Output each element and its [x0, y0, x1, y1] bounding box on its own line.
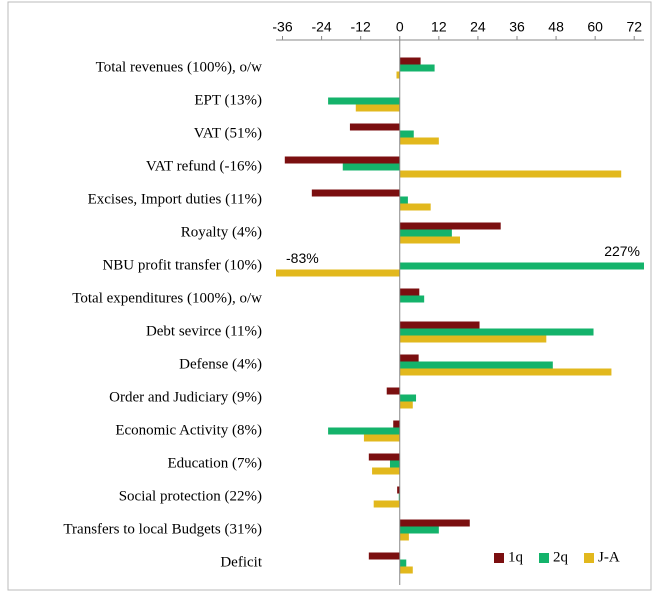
- bar: [372, 467, 400, 475]
- bar: [399, 57, 421, 65]
- x-tick-label: 0: [396, 19, 404, 35]
- legend-label: J-A: [598, 549, 620, 565]
- y-tick-label: Total expenditures (100%), o/w: [72, 290, 262, 306]
- bar: [355, 104, 400, 112]
- bar: [399, 130, 414, 138]
- legend-label: 1q: [508, 549, 524, 565]
- bar: [399, 401, 413, 409]
- bar: [389, 460, 400, 468]
- bar: [399, 262, 644, 270]
- bar: [399, 236, 460, 244]
- y-tick-label: Defense (4%): [179, 356, 262, 372]
- x-tick-label: 72: [626, 19, 642, 35]
- bar: [363, 434, 400, 442]
- y-tick-label: Debt sevirce (11%): [146, 323, 262, 339]
- bar: [399, 526, 439, 534]
- x-tick-label: 12: [431, 19, 447, 35]
- bar: [399, 222, 501, 230]
- chart-frame: [7, 1, 652, 591]
- bar: [396, 71, 400, 79]
- bar: [368, 552, 400, 560]
- bar: [399, 203, 431, 211]
- bar: [399, 335, 547, 343]
- bar: [373, 500, 400, 508]
- bar: [399, 137, 439, 145]
- data-label: 227%: [604, 243, 640, 259]
- bar: [397, 486, 400, 494]
- bar: [399, 368, 612, 376]
- legend-swatch: [539, 553, 549, 563]
- bar: [399, 64, 435, 72]
- bar: [399, 295, 425, 303]
- y-tick-label: Royalty (4%): [181, 224, 262, 240]
- bar: [399, 361, 553, 369]
- x-tick-label: -12: [351, 19, 371, 35]
- y-tick-label: Order and Judiciary (9%): [109, 389, 262, 405]
- bar: [399, 533, 409, 541]
- bar: [311, 189, 400, 197]
- bar: [276, 269, 400, 277]
- y-tick-label: Transfers to local Budgets (31%): [63, 521, 262, 537]
- x-tick-label: 36: [509, 19, 525, 35]
- y-tick-label: Deficit: [220, 554, 262, 570]
- bar: [399, 566, 413, 574]
- bar: [368, 453, 400, 461]
- y-tick-label: Economic Activity (8%): [115, 422, 262, 438]
- x-tick-label: 48: [548, 19, 564, 35]
- x-tick-label: -36: [272, 19, 292, 35]
- y-tick-label: NBU profit transfer (10%): [102, 257, 262, 273]
- bar: [399, 170, 622, 178]
- bar: [393, 420, 400, 428]
- bar: [399, 354, 419, 362]
- bar: [399, 321, 480, 329]
- bar: [399, 288, 420, 296]
- bar: [328, 427, 400, 435]
- bar: [399, 394, 417, 402]
- bar: [399, 519, 470, 527]
- bar: [399, 328, 594, 336]
- bar: [399, 559, 407, 567]
- bar: [349, 123, 400, 131]
- plot: [276, 57, 644, 574]
- x-tick-label: 60: [587, 19, 603, 35]
- x-tick-label: 24: [470, 19, 486, 35]
- data-label: -83%: [286, 250, 319, 266]
- bar: [399, 196, 408, 204]
- bar: [328, 97, 400, 105]
- y-tick-label: Excises, Import duties (11%): [88, 191, 262, 207]
- y-tick-label: EPT (13%): [194, 92, 262, 108]
- y-tick-label: Education (7%): [167, 455, 262, 471]
- bar: [386, 387, 400, 395]
- y-tick-label: VAT (51%): [194, 125, 262, 141]
- y-tick-label: Total revenues (100%), o/w: [96, 59, 263, 75]
- y-tick-label: Social protection (22%): [119, 488, 262, 504]
- legend-swatch: [494, 553, 504, 563]
- bar: [399, 229, 452, 237]
- legend-label: 2q: [553, 549, 569, 565]
- bar: [342, 163, 400, 171]
- legend-swatch: [584, 553, 594, 563]
- y-tick-label: VAT refund (-16%): [146, 158, 262, 174]
- x-tick-label: -24: [311, 19, 331, 35]
- bar: [284, 156, 400, 164]
